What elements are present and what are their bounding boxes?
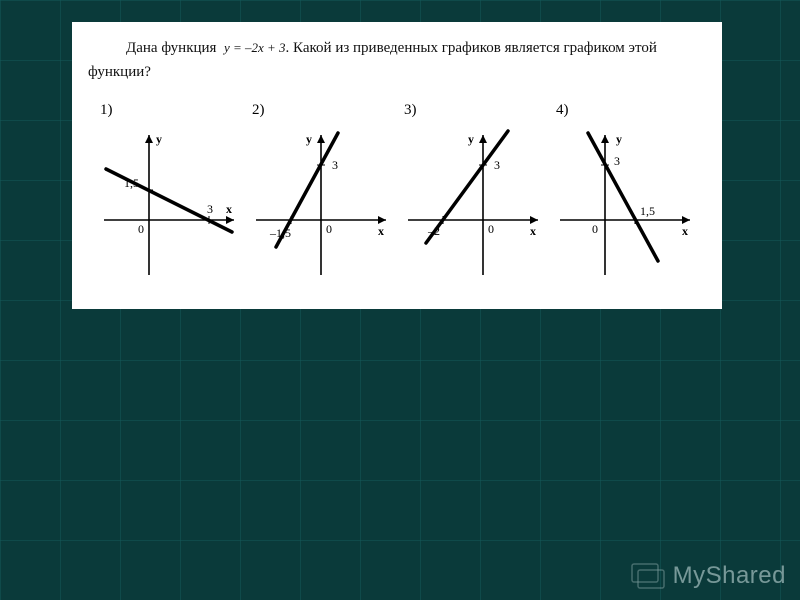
option-2-chart: y x 0 3 –1,5 <box>246 125 396 285</box>
axis-x-label: x <box>530 224 536 238</box>
watermark-text: MyShared <box>673 562 786 590</box>
option-3-label: 3) <box>398 102 417 119</box>
annot-1: 1,5 <box>124 176 139 190</box>
option-2-label: 2) <box>246 102 265 119</box>
origin-label: 0 <box>138 222 144 236</box>
annot-2: 1,5 <box>640 204 655 218</box>
option-1-chart: y x 0 1,5 3 <box>94 125 244 285</box>
options-row: 1) y x 0 1,5 3 2) <box>88 102 706 291</box>
origin-label: 0 <box>326 222 332 236</box>
option-1-label: 1) <box>94 102 113 119</box>
question-prefix: Дана функция <box>126 40 216 56</box>
watermark-icon <box>631 563 665 589</box>
option-3: 3) y x 0 3 –2 <box>398 102 548 285</box>
axis-x-label: x <box>226 202 232 216</box>
annot-2: –1,5 <box>269 226 291 240</box>
option-1: 1) y x 0 1,5 3 <box>94 102 244 285</box>
option-3-chart: y x 0 3 –2 <box>398 125 548 285</box>
annot-1: 3 <box>332 158 338 172</box>
origin-label: 0 <box>488 222 494 236</box>
option-4-label: 4) <box>550 102 569 119</box>
annot-2: –2 <box>427 224 440 238</box>
axis-y-label: y <box>468 132 474 146</box>
annot-2: 3 <box>207 202 213 216</box>
axis-x-label: x <box>682 224 688 238</box>
annot-1: 3 <box>614 154 620 168</box>
problem-card: Дана функция y = –2x + 3. Какой из приве… <box>72 22 722 309</box>
annot-1: 3 <box>494 158 500 172</box>
question-formula: y = –2x + 3 <box>224 40 286 55</box>
option-4: 4) y x 0 3 1,5 <box>550 102 700 285</box>
axis-x-label: x <box>378 224 384 238</box>
axis-y-label: y <box>616 132 622 146</box>
question-text: Дана функция y = –2x + 3. Какой из приве… <box>88 36 706 84</box>
watermark: MyShared <box>631 562 786 590</box>
option-4-chart: y x 0 3 1,5 <box>550 125 700 285</box>
axis-y-label: y <box>306 132 312 146</box>
axis-y-label: y <box>156 132 162 146</box>
origin-label: 0 <box>592 222 598 236</box>
option-2: 2) y x 0 3 –1,5 <box>246 102 396 285</box>
